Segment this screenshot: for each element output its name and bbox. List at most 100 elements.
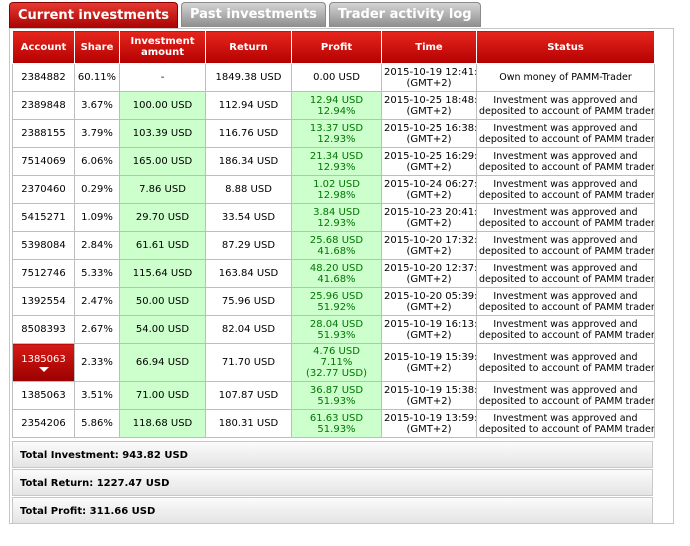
table-row[interactable]: 1385063 3.51% 71.00 USD 107.87 USD 36.87 USD…: [12, 381, 655, 410]
column-header-account[interactable]: Account: [12, 30, 75, 64]
table-row[interactable]: 2354206 5.86% 118.68 USD 180.31 USD 61.63 US…: [12, 409, 655, 438]
status-cell-line: deposited to account of PAMM trader: [479, 423, 655, 435]
return-cell-line: 180.31 USD: [218, 418, 279, 429]
status-cell-line: Investment was approved and: [493, 318, 638, 330]
account-cell: 7512746: [12, 259, 75, 288]
investment-amount-cell-line: 7.86 USD: [139, 184, 186, 195]
column-header-share[interactable]: Share: [74, 30, 120, 64]
account-cell-line: 2384882: [21, 72, 66, 83]
profit-cell: 25.96 USD 51.92%: [291, 287, 382, 316]
account-cell: 2384882: [12, 63, 75, 92]
caret-down-icon[interactable]: [38, 366, 49, 372]
account-cell[interactable]: 1385063: [12, 343, 75, 382]
investment-amount-cell: 29.70 USD: [119, 203, 206, 232]
status-cell: Investment was approved and deposited to …: [476, 315, 655, 344]
column-header-return[interactable]: Return: [205, 30, 292, 64]
table-row[interactable]: 5398084 2.84% 61.61 USD 87.29 USD 25.68 USD 4…: [12, 231, 655, 260]
share-cell-line: 3.67%: [81, 100, 113, 111]
column-header-time[interactable]: Time: [381, 30, 477, 64]
status-cell: Investment was approved and deposited to …: [476, 203, 655, 232]
investment-amount-cell: 61.61 USD: [119, 231, 206, 260]
investment-amount-cell-line: 118.68 USD: [132, 418, 193, 429]
return-cell: 75.96 USD: [205, 287, 292, 316]
table-row[interactable]: 2370460 0.29% 7.86 USD 8.88 USD 1.02 USD 12.9…: [12, 175, 655, 204]
account-cell: 5415271: [12, 203, 75, 232]
investments-panel: Account Share Investment amount Return P…: [9, 28, 674, 524]
time-cell: 2015-10-25 16:38:23(GMT+2): [381, 119, 477, 148]
time-cell-line: 2015-10-20 17:32:36: [384, 234, 476, 246]
tab-trader-activity-log[interactable]: Trader activity log: [328, 2, 481, 27]
profit-cell-line: 12.94%: [317, 105, 356, 117]
investment-amount-cell: 103.39 USD: [119, 119, 206, 148]
return-cell: 163.84 USD: [205, 259, 292, 288]
status-cell-line: Investment was approved and: [493, 150, 638, 162]
investment-amount-cell-line: 115.64 USD: [132, 268, 193, 279]
time-cell: 2015-10-20 05:39:23(GMT+2): [381, 287, 477, 316]
status-cell-line: Investment was approved and: [493, 290, 638, 302]
status-cell-line: deposited to account of PAMM trader: [479, 133, 655, 145]
table-row[interactable]: 2384882 60.11% - 1849.38 USD 0.00 USD 2015-10…: [12, 63, 655, 92]
return-cell: 1849.38 USD: [205, 63, 292, 92]
investment-amount-cell: 118.68 USD: [119, 409, 206, 438]
profit-cell: 21.34 USD 12.93%: [291, 147, 382, 176]
table-row[interactable]: 7512746 5.33% 115.64 USD 163.84 USD 48.20 US…: [12, 259, 655, 288]
account-cell-line: 1392554: [21, 296, 66, 307]
account-cell-line: 2354206: [21, 418, 66, 429]
table-row[interactable]: 7514069 6.06% 165.00 USD 186.34 USD 21.34 US…: [12, 147, 655, 176]
profit-cell-line: 12.98%: [317, 189, 356, 201]
status-cell-line: Investment was approved and: [493, 351, 638, 363]
account-cell: 1385063: [12, 381, 75, 410]
time-cell: 2015-10-25 16:29:23(GMT+2): [381, 147, 477, 176]
table-row[interactable]: 2389848 3.67% 100.00 USD 112.94 USD 12.94 US…: [12, 91, 655, 120]
tab-past-investments[interactable]: Past investments: [180, 2, 326, 27]
account-cell: 5398084: [12, 231, 75, 260]
return-cell: 180.31 USD: [205, 409, 292, 438]
table-row[interactable]: 5415271 1.09% 29.70 USD 33.54 USD 3.84 USD 12…: [12, 203, 655, 232]
account-cell-line: 2388155: [21, 128, 66, 139]
profit-cell-line: 41.68%: [317, 245, 356, 257]
status-cell-line: deposited to account of PAMM trader: [479, 301, 655, 313]
share-cell-line: 5.33%: [81, 268, 113, 279]
share-cell: 3.67%: [74, 91, 120, 120]
profit-cell: 28.04 USD 51.93%: [291, 315, 382, 344]
return-cell-line: 33.54 USD: [221, 212, 276, 223]
investment-amount-cell: 100.00 USD: [119, 91, 206, 120]
time-cell-line: 2015-10-19 12:41:24: [384, 66, 476, 78]
share-cell-line: 6.06%: [81, 156, 113, 167]
investment-amount-cell-line: 165.00 USD: [132, 156, 193, 167]
investment-amount-cell-line: 71.00 USD: [135, 390, 190, 401]
account-cell-line: 7512746: [21, 268, 66, 279]
time-cell: 2015-10-23 20:41:35(GMT+2): [381, 203, 477, 232]
investment-amount-cell-line: -: [160, 72, 165, 83]
account-cell: 1392554: [12, 287, 75, 316]
share-cell-line: 1.09%: [81, 212, 113, 223]
status-cell-line: Investment was approved and: [493, 178, 638, 190]
table-row[interactable]: 8508393 2.67% 54.00 USD 82.04 USD 28.04 USD 5…: [12, 315, 655, 344]
column-header-profit[interactable]: Profit: [291, 30, 382, 64]
time-cell-line: (GMT+2): [406, 423, 452, 435]
profit-cell-line: 12.94 USD: [309, 94, 364, 106]
status-cell: Investment was approved and deposited to …: [476, 287, 655, 316]
table-row[interactable]: 2388155 3.79% 103.39 USD 116.76 USD 13.37 US…: [12, 119, 655, 148]
time-cell-line: 2015-10-23 20:41:35: [384, 206, 476, 218]
return-cell-line: 107.87 USD: [218, 390, 279, 401]
profit-cell-line: 36.87 USD: [309, 384, 364, 396]
time-cell-line: (GMT+2): [406, 161, 452, 173]
profit-cell-line: 21.34 USD: [309, 150, 364, 162]
tab-current-investments[interactable]: Current investments: [9, 2, 178, 29]
investment-amount-cell: 54.00 USD: [119, 315, 206, 344]
share-cell: 2.47%: [74, 287, 120, 316]
time-cell-line: 2015-10-19 16:13:56: [384, 318, 476, 330]
total-investment-text: Total Investment: 943.82 USD: [20, 450, 188, 461]
time-cell: 2015-10-19 12:41:24(GMT+2): [381, 63, 477, 92]
column-header-investment-amount[interactable]: Investment amount: [119, 30, 206, 64]
table-row[interactable]: 1392554 2.47% 50.00 USD 75.96 USD 25.96 USD 5…: [12, 287, 655, 316]
investment-amount-cell: -: [119, 63, 206, 92]
profit-cell-line: 51.92%: [317, 301, 356, 313]
status-cell-line: Own money of PAMM-Trader: [499, 72, 632, 83]
status-cell-line: Investment was approved and: [493, 412, 638, 424]
table-row[interactable]: 1385063 2.33% 66.94 USD 71.70 USD 4.76 USD 7.…: [12, 343, 655, 382]
time-cell: 2015-10-19 15:38:14(GMT+2): [381, 381, 477, 410]
status-cell-line: Investment was approved and: [493, 122, 638, 134]
column-header-status[interactable]: Status: [476, 30, 655, 64]
